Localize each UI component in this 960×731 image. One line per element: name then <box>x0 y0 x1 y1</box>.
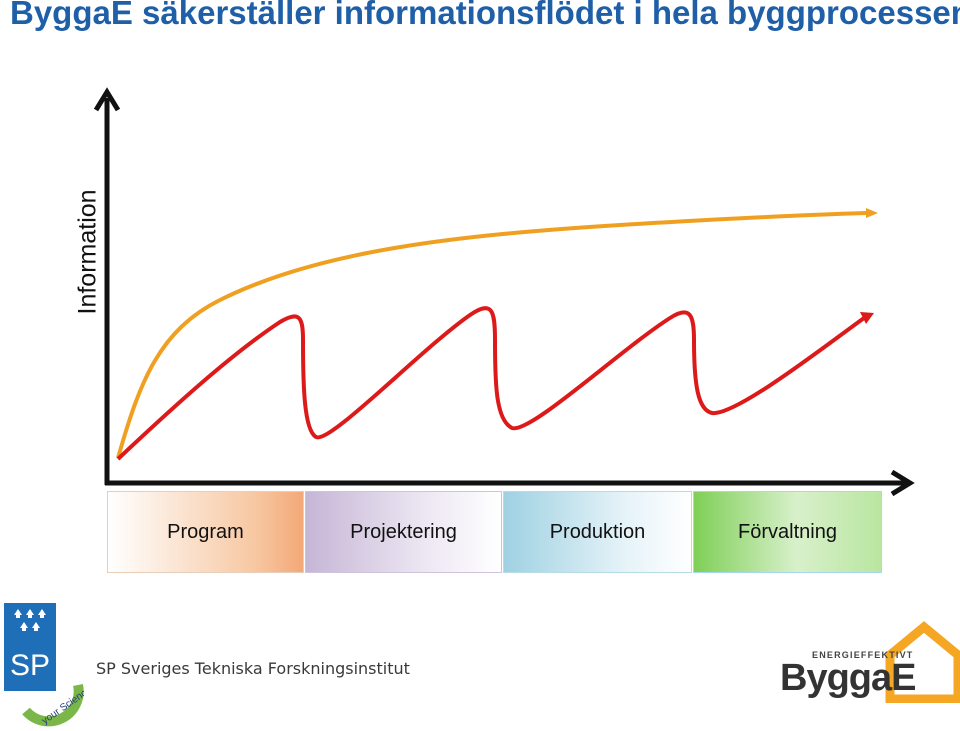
phase-label: Program <box>167 520 244 543</box>
byggae-tagline: ENERGIEFFEKTIVT <box>812 650 914 660</box>
page-title: ByggaE säkerställer informationsflödet i… <box>10 0 960 31</box>
sp-logo-text: SP <box>10 649 50 682</box>
phase-program: Program <box>107 491 304 573</box>
phase-forvaltning: Förvaltning <box>693 491 882 573</box>
orange-arrowhead-icon <box>866 208 878 218</box>
x-axis-arrow-icon <box>890 469 915 497</box>
phase-projektering: Projektering <box>305 491 502 573</box>
phase-label: Produktion <box>549 520 646 543</box>
phase-label: Projektering <box>350 520 457 543</box>
red-arrowhead-icon <box>860 312 874 324</box>
institute-name: SP Sveriges Tekniska Forskningsinstitut <box>96 659 410 678</box>
y-axis-label: Information <box>73 189 102 315</box>
byggae-name: ByggaE <box>780 657 915 699</box>
byggae-logo: ENERGIEFFEKTIVT ByggaE <box>780 621 960 703</box>
red-information-curve <box>116 306 866 461</box>
y-axis-arrow-icon <box>93 87 121 112</box>
sp-logo: SP your Science Partner <box>4 603 84 727</box>
phase-label: Förvaltning <box>738 520 837 543</box>
orange-information-curve <box>116 211 867 459</box>
phase-produktion: Produktion <box>503 491 692 573</box>
